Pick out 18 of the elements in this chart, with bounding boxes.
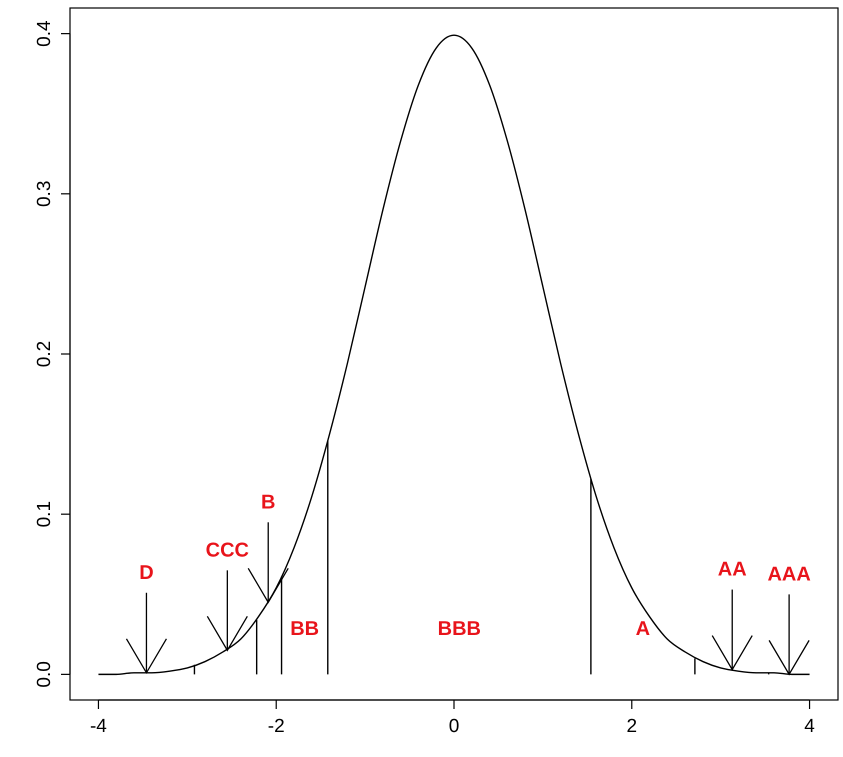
annotation: AAA	[767, 563, 811, 586]
x-tick-label: 4	[804, 716, 816, 737]
annotation: D	[139, 562, 154, 584]
x-tick-label: 0	[448, 716, 460, 737]
y-tick-label: 0.3	[34, 180, 55, 208]
x-tick-label: 2	[626, 716, 638, 737]
x-tick-label: -4	[90, 716, 108, 737]
y-tick-label: 0.1	[34, 500, 55, 528]
y-tick-label: 0.4	[34, 20, 55, 47]
annotation: BBB	[438, 618, 482, 640]
y-tick-label: 0.0	[34, 661, 55, 688]
annotation: BB	[290, 618, 320, 640]
x-tick-label: -2	[268, 716, 285, 737]
annotation: A	[636, 618, 650, 640]
annotation: AA	[718, 558, 747, 581]
y-tick-label: 0.2	[34, 340, 55, 368]
annotation: B	[260, 491, 276, 514]
annotation: CCC	[206, 539, 250, 562]
